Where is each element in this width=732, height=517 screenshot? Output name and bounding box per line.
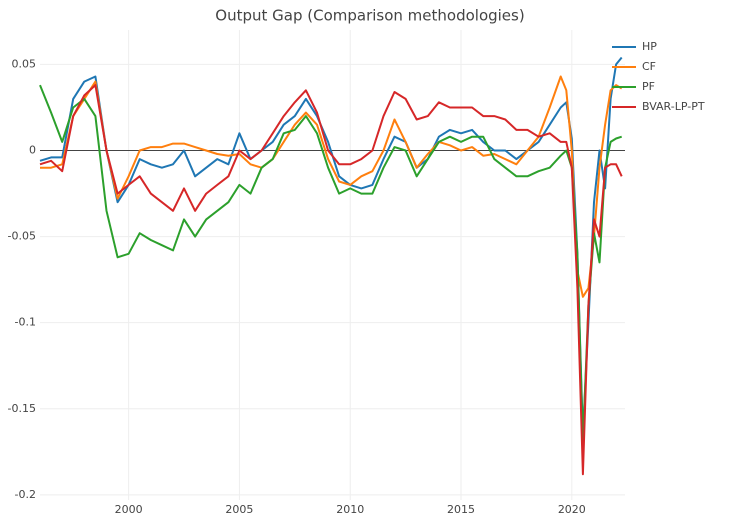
series-line xyxy=(39,84,623,445)
y-tick-label: -0.1 xyxy=(15,316,36,329)
y-tick-label: -0.15 xyxy=(8,402,36,415)
legend-label: BVAR-LP-PT xyxy=(642,100,705,113)
x-tick-label: 2020 xyxy=(558,503,586,516)
legend-label: PF xyxy=(642,80,655,93)
x-tick-label: 2010 xyxy=(336,503,364,516)
legend-label: HP xyxy=(642,40,657,53)
series-line xyxy=(40,75,623,298)
x-tick-label: 2005 xyxy=(225,503,253,516)
chart-title: Output Gap (Comparison methodologies) xyxy=(215,7,524,25)
y-tick-label: 0 xyxy=(29,144,36,157)
y-tick-label: -0.2 xyxy=(15,488,36,501)
legend-label: CF xyxy=(642,60,656,73)
y-tick-label: -0.05 xyxy=(8,230,36,243)
series-line xyxy=(39,56,623,436)
series-line xyxy=(39,84,623,476)
y-tick-label: 0.05 xyxy=(12,57,37,70)
x-tick-label: 2000 xyxy=(115,503,143,516)
x-tick-label: 2015 xyxy=(447,503,475,516)
